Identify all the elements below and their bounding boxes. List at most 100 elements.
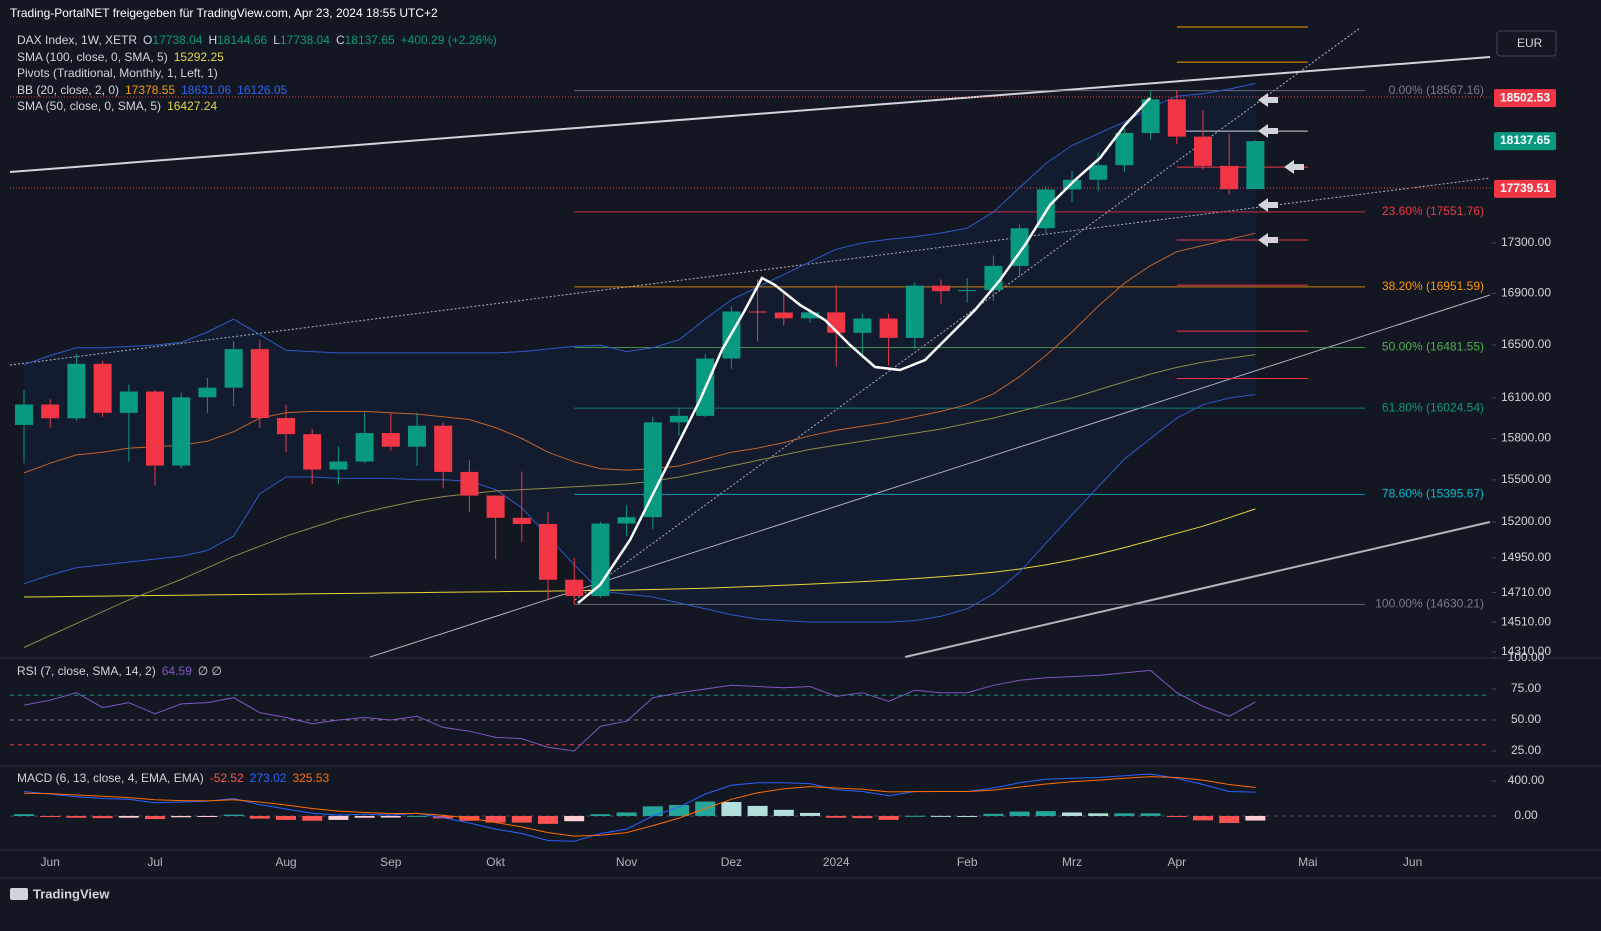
histogram-bar <box>564 815 585 822</box>
line <box>23 776 1256 837</box>
logo-text: TradingView <box>33 886 110 901</box>
fib-label: 0.00% (18567.16) <box>1389 83 1484 97</box>
histogram-bar <box>433 815 454 819</box>
y-tick-label: 14310.00 <box>1501 644 1551 658</box>
histogram-bar <box>197 815 218 817</box>
fib-label: 61.80% (16024.54) <box>1382 400 1484 414</box>
histogram-bar <box>485 815 506 823</box>
candle-body <box>1089 165 1108 180</box>
histogram-bar <box>1035 811 1056 816</box>
indicator-value: 64.59 <box>162 664 192 678</box>
x-tick-label: Feb <box>957 855 978 869</box>
candle-body <box>15 404 33 425</box>
histogram-bar <box>118 815 139 818</box>
indicator-name: MACD (6, 13, close, 4, EMA, EMA) <box>17 771 204 785</box>
line <box>23 82 1256 366</box>
histogram-bar <box>538 815 558 824</box>
y-tick-label: 15200.00 <box>1501 514 1551 528</box>
candle-body <box>224 349 243 388</box>
price-label: 17739.51 <box>1500 181 1550 195</box>
indicator-name: Pivots (Traditional, Monthly, 1, Left, 1… <box>17 66 218 80</box>
indicator-value: 16427.24 <box>167 99 217 113</box>
x-tick-label: Nov <box>616 855 637 869</box>
histogram-bar <box>642 806 663 816</box>
indicator-value: 325.53 <box>292 771 329 785</box>
y-tick-label: 100.00 <box>1508 650 1545 664</box>
histogram-bar <box>721 801 742 816</box>
x-tick-label: Mrz <box>1062 855 1082 869</box>
candle-body <box>905 285 924 338</box>
fib-label: 23.60% (17551.76) <box>1382 204 1484 218</box>
y-tick-label: 25.00 <box>1511 743 1541 757</box>
fib-label: 38.20% (16951.59) <box>1382 279 1484 293</box>
histogram-bar <box>380 815 401 818</box>
x-tick-label: Jun <box>1403 855 1422 869</box>
y-tick-label: 15800.00 <box>1501 431 1551 445</box>
indicator-name: BB (20, close, 2, 0) <box>17 83 119 97</box>
candle-body <box>198 387 217 398</box>
line <box>23 394 1256 623</box>
candle-body <box>250 349 269 418</box>
indicator-value: 15292.25 <box>174 50 224 64</box>
logo: TradingView <box>10 886 110 901</box>
candle-body <box>434 425 453 472</box>
candle-body <box>539 523 557 580</box>
histogram-bar <box>1114 813 1135 816</box>
trendline <box>9 56 1491 173</box>
histogram-bar <box>302 815 323 821</box>
symbol: DAX Index, 1W, XETR <box>17 33 137 47</box>
indicator-name: RSI (7, close, SMA, 14, 2) <box>17 664 156 678</box>
currency-label[interactable]: EUR <box>1517 36 1543 50</box>
candle-body <box>146 391 164 466</box>
candle-body <box>853 318 872 333</box>
histogram-bar <box>92 815 113 819</box>
bb-fill <box>24 83 1256 623</box>
candle-body <box>617 517 636 524</box>
currency-button[interactable] <box>1496 30 1557 57</box>
histogram-bar <box>616 812 637 816</box>
histogram-bar <box>983 813 1004 816</box>
legend-rsi: RSI (7, close, SMA, 14, 2) 64.59 ∅ ∅ <box>17 664 222 678</box>
indicator-value: 17378.55 <box>125 83 175 97</box>
candle-body <box>879 318 898 338</box>
y-tick-label: 400.00 <box>1508 773 1545 787</box>
indicator-name: SMA (50, close, 0, SMA, 5) <box>17 99 161 113</box>
histogram-bar <box>223 814 244 816</box>
candle-body <box>1220 165 1239 190</box>
candle-body <box>932 285 950 292</box>
candle-body <box>643 422 662 518</box>
histogram-bar <box>40 815 61 817</box>
x-tick-label: Mai <box>1298 855 1317 869</box>
ohlc-value: 18137.65 <box>345 33 395 47</box>
histogram-bar <box>773 809 794 816</box>
trendline <box>574 27 1361 601</box>
y-tick-label: 15500.00 <box>1501 472 1551 486</box>
y-tick-label: 14710.00 <box>1501 585 1551 599</box>
price-label-box <box>1494 179 1556 198</box>
x-tick-label: Apr <box>1167 855 1186 869</box>
drawings-top <box>577 93 1304 604</box>
indicator-empty: ∅ ∅ <box>198 664 222 678</box>
histogram-bar <box>171 815 192 818</box>
histogram-bar <box>904 815 925 817</box>
candle-body <box>1010 228 1029 266</box>
legend-sma100: SMA (100, close, 0, SMA, 5) 15292.25 <box>17 50 224 64</box>
x-tick-label: Sep <box>380 855 402 869</box>
histogram-bar <box>931 815 951 817</box>
candle-body <box>748 311 767 313</box>
watermark: Trading-PortalNET freigegeben für Tradin… <box>10 6 438 20</box>
ohlc-value: 17738.04 <box>152 33 202 47</box>
histogram-bar <box>511 815 532 823</box>
y-tick-label: 16500.00 <box>1501 337 1551 351</box>
candle-body <box>93 363 112 413</box>
histogram-bar <box>145 815 165 820</box>
arrow <box>1284 160 1304 174</box>
candle-body <box>670 415 688 423</box>
price-label-box <box>1494 89 1556 108</box>
y-tick-label: 16100.00 <box>1501 390 1551 404</box>
histogram-bar <box>1245 815 1266 821</box>
drawings <box>0 27 1601 879</box>
candle-body <box>119 391 138 413</box>
histogram-bar <box>957 815 978 817</box>
